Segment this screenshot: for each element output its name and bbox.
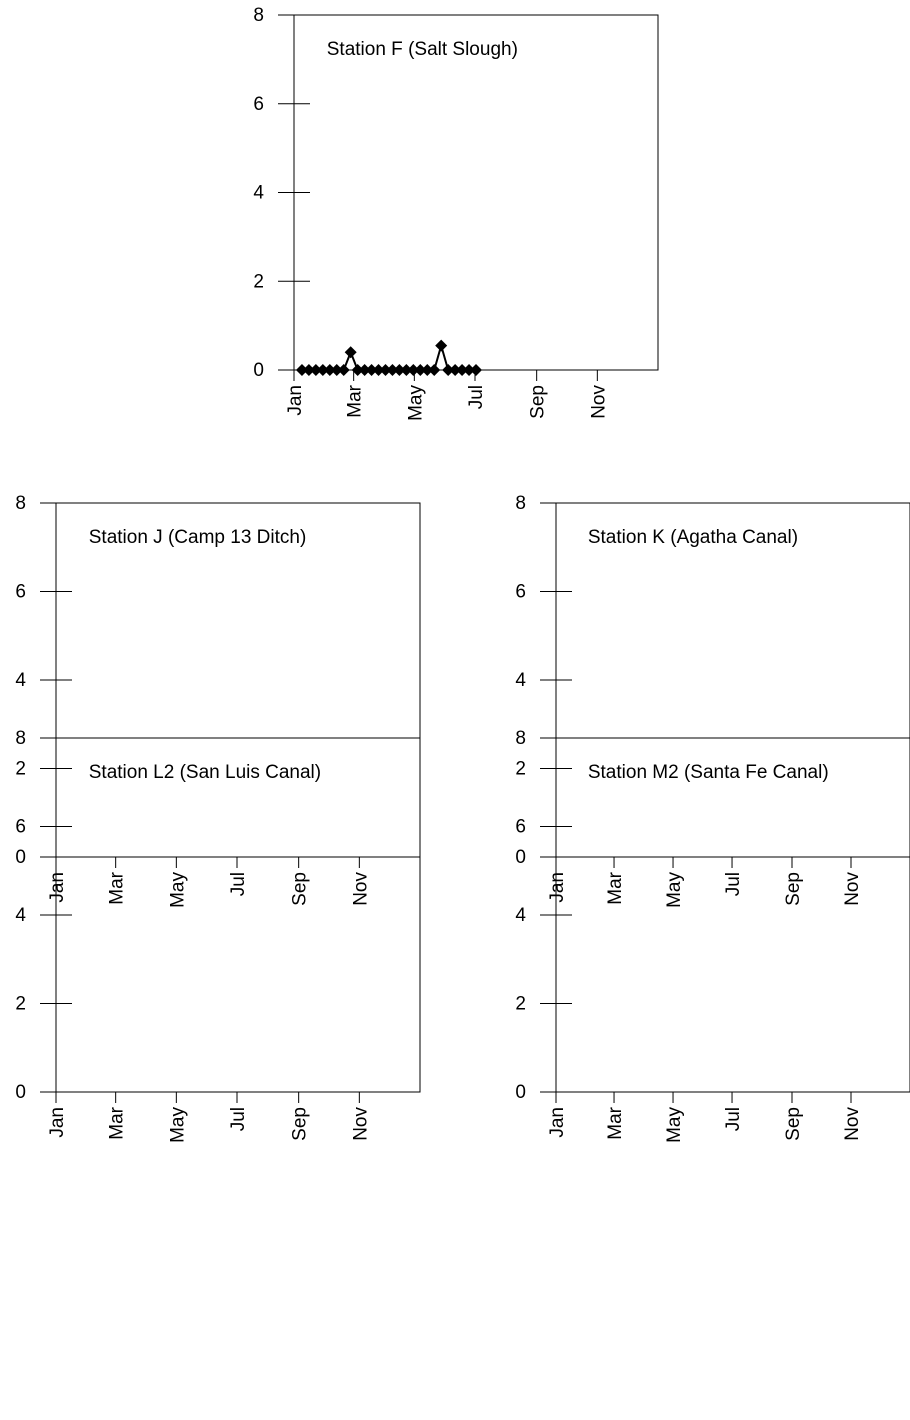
y-tick-label: 8 [15, 728, 26, 749]
data-point [302, 364, 315, 376]
x-tick-label: Nov [350, 1107, 371, 1141]
data-point [337, 364, 350, 376]
x-tick-label: Nov [842, 1107, 863, 1141]
data-point [463, 364, 476, 376]
chart-title: Station J (Camp 13 Ditch) [89, 527, 307, 548]
y-tick-label: 0 [15, 847, 26, 868]
x-tick-label: Jan [547, 1107, 568, 1138]
x-tick-label: May [167, 872, 188, 908]
y-tick-label: 6 [253, 94, 264, 115]
y-tick-label: 6 [15, 582, 26, 603]
y-tick-label: 6 [515, 817, 526, 838]
plot-frame [555, 502, 910, 858]
x-tick-label: Sep [783, 1107, 804, 1141]
x-tick-label: Jul [228, 872, 249, 896]
y-tick-label: 0 [15, 1082, 26, 1103]
chart-title: Station K (Agatha Canal) [588, 527, 798, 548]
data-point [449, 364, 462, 376]
data-point [351, 364, 364, 376]
y-tick-label: 4 [515, 670, 526, 691]
data-point [442, 364, 455, 376]
data-point [435, 339, 448, 352]
chart-title: Station M2 (Santa Fe Canal) [588, 762, 829, 783]
x-tick-label: May [167, 1107, 188, 1143]
data-point [386, 364, 399, 376]
data-point [428, 364, 441, 376]
x-tick-label: Jan [547, 872, 568, 903]
plot-frame [55, 737, 421, 1093]
data-point [421, 364, 434, 376]
x-tick-label: May [405, 385, 426, 421]
y-tick-label: 4 [15, 905, 26, 926]
data-point [407, 364, 420, 376]
data-point [358, 364, 371, 376]
x-tick-label: Mar [605, 1106, 626, 1139]
data-point [330, 364, 343, 376]
x-tick-label: Jan [285, 385, 306, 416]
data-point [456, 364, 469, 376]
data-point [400, 364, 413, 376]
x-tick-label: Mar [107, 871, 128, 904]
data-point [309, 364, 322, 376]
y-tick-label: 8 [515, 728, 526, 749]
x-tick-label: Jul [723, 1107, 744, 1131]
plot-frame [555, 737, 910, 1093]
x-tick-label: Jul [723, 872, 744, 896]
chart-title: Station L2 (San Luis Canal) [89, 762, 321, 783]
y-tick-label: 6 [15, 817, 26, 838]
y-tick-label: 4 [15, 670, 26, 691]
chart-panel-3: Station L2 (San Luis Canal) 0 2 4 6 8 Jan Mar Ma… [15, 728, 421, 1143]
y-tick-label: 0 [515, 847, 526, 868]
x-tick-label: Mar [107, 1106, 128, 1139]
chart-panel-0: Station F (Salt Slough) 0 2 4 6 8 Jan Mar May Jul… [253, 5, 659, 421]
data-point [393, 364, 406, 376]
y-tick-label: 8 [515, 493, 526, 514]
data-point [323, 364, 336, 376]
x-tick-label: Sep [290, 1107, 311, 1141]
plot-frame [55, 502, 421, 858]
y-tick-label: 2 [15, 759, 26, 780]
x-tick-label: Jan [47, 872, 68, 903]
x-tick-label: Mar [605, 871, 626, 904]
y-tick-label: 2 [15, 994, 26, 1015]
chart-title: Station F (Salt Slough) [327, 39, 518, 60]
data-point [344, 346, 357, 359]
y-tick-label: 2 [253, 271, 264, 292]
x-tick-label: Sep [290, 872, 311, 906]
y-tick-label: 4 [253, 183, 264, 204]
y-tick-label: 8 [15, 493, 26, 514]
y-tick-label: 0 [253, 360, 264, 381]
y-tick-label: 0 [515, 1082, 526, 1103]
x-tick-label: Sep [528, 385, 549, 419]
x-tick-label: Nov [588, 385, 609, 419]
chart-panel-4: Station M2 (Santa Fe Canal) 0 2 4 6 8 Jan Mar Ma… [515, 728, 910, 1143]
x-tick-label: Sep [783, 872, 804, 906]
data-point [365, 364, 378, 376]
x-tick-label: Jul [228, 1107, 249, 1131]
x-tick-label: May [664, 872, 685, 908]
x-tick-label: Jul [466, 385, 487, 409]
data-point [372, 364, 385, 376]
data-point [414, 364, 427, 376]
x-tick-label: Mar [345, 384, 366, 417]
data-point [379, 364, 392, 376]
y-tick-label: 8 [253, 5, 264, 26]
x-tick-label: Jan [47, 1107, 68, 1138]
data-point [295, 364, 308, 376]
plot-frame [293, 14, 659, 371]
x-tick-label: May [664, 1107, 685, 1143]
data-point [470, 364, 482, 376]
y-tick-label: 6 [515, 582, 526, 603]
x-tick-label: Nov [350, 872, 371, 906]
chart-panel-2: Station K (Agatha Canal) 0 2 4 6 8 Jan Mar May Ju… [515, 493, 910, 908]
y-tick-label: 2 [515, 759, 526, 780]
x-tick-label: Nov [842, 872, 863, 906]
data-point [316, 364, 329, 376]
y-tick-label: 4 [515, 905, 526, 926]
y-tick-label: 2 [515, 994, 526, 1015]
chart-panel-1: Station J (Camp 13 Ditch) 0 2 4 6 8 Jan Mar May J… [15, 493, 421, 908]
